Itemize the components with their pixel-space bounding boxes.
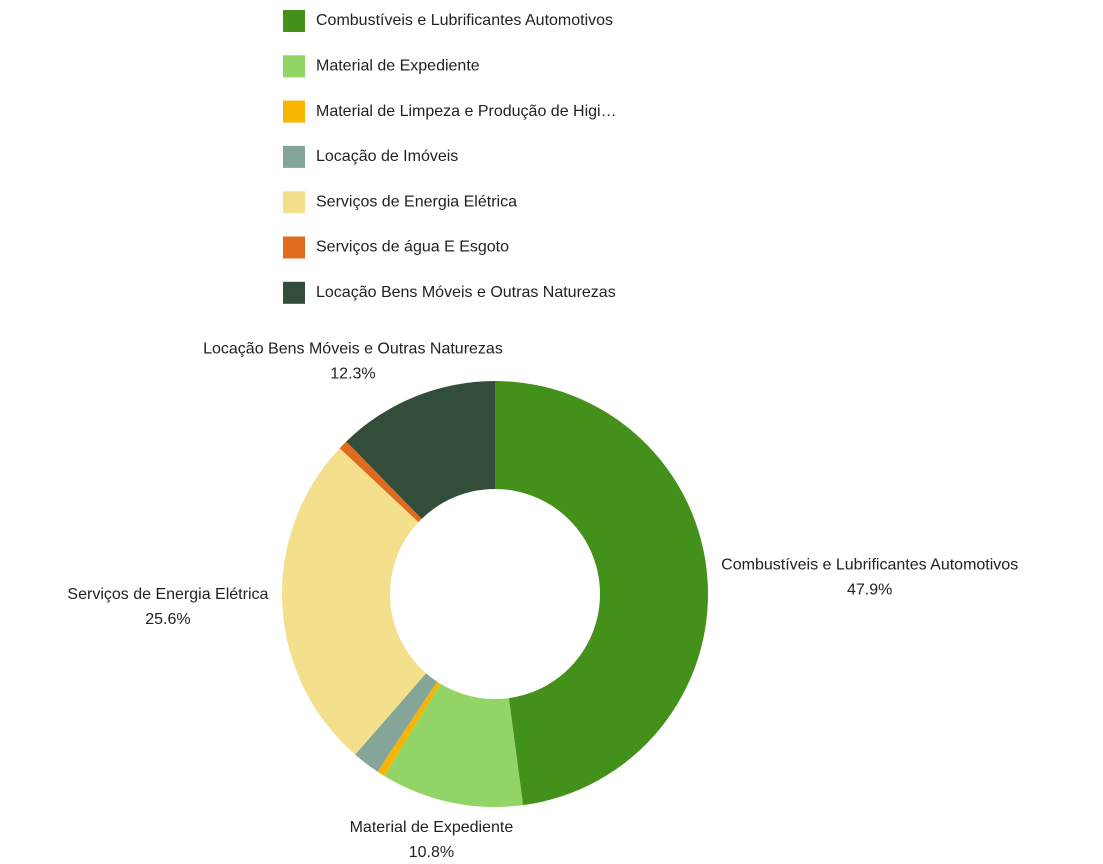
donut-slice — [377, 681, 441, 776]
slice-label: Serviços de Energia Elétrica — [67, 586, 268, 603]
legend-label: Combustíveis e Lubrificantes Automotivos — [316, 12, 613, 29]
donut-slice — [339, 441, 422, 523]
legend-swatch — [283, 191, 305, 214]
legend-swatch — [283, 55, 305, 78]
legend-swatch — [283, 281, 305, 304]
legend-swatch — [283, 236, 305, 259]
slice-value-label: 10.8% — [409, 844, 454, 861]
slice-label: Material de Expediente — [350, 819, 514, 836]
donut-slice — [355, 673, 438, 772]
legend-swatch — [283, 145, 305, 168]
legend-label: Material de Expediente — [316, 58, 480, 75]
donut-slice — [495, 381, 708, 806]
donut-slice — [281, 448, 427, 755]
slice-value-label: 12.3% — [330, 366, 375, 383]
donut-slice — [346, 381, 495, 519]
slice-value-label: 47.9% — [847, 582, 892, 599]
donut-slice — [384, 683, 524, 807]
legend-label: Material de Limpeza e Produção de Higi… — [316, 103, 617, 120]
slice-label: Combustíveis e Lubrificantes Automotivos — [721, 557, 1018, 574]
legend-label: Locação Bens Móveis e Outras Naturezas — [316, 284, 616, 301]
legend-label: Serviços de água E Esgoto — [316, 239, 509, 256]
legend-swatch — [283, 10, 305, 32]
slice-label: Locação Bens Móveis e Outras Naturezas — [203, 341, 503, 358]
slice-value-label: 25.6% — [145, 611, 190, 628]
legend-label: Serviços de Energia Elétrica — [316, 193, 517, 210]
legend-swatch — [283, 100, 305, 123]
legend-label: Locação de Imóveis — [316, 148, 458, 165]
